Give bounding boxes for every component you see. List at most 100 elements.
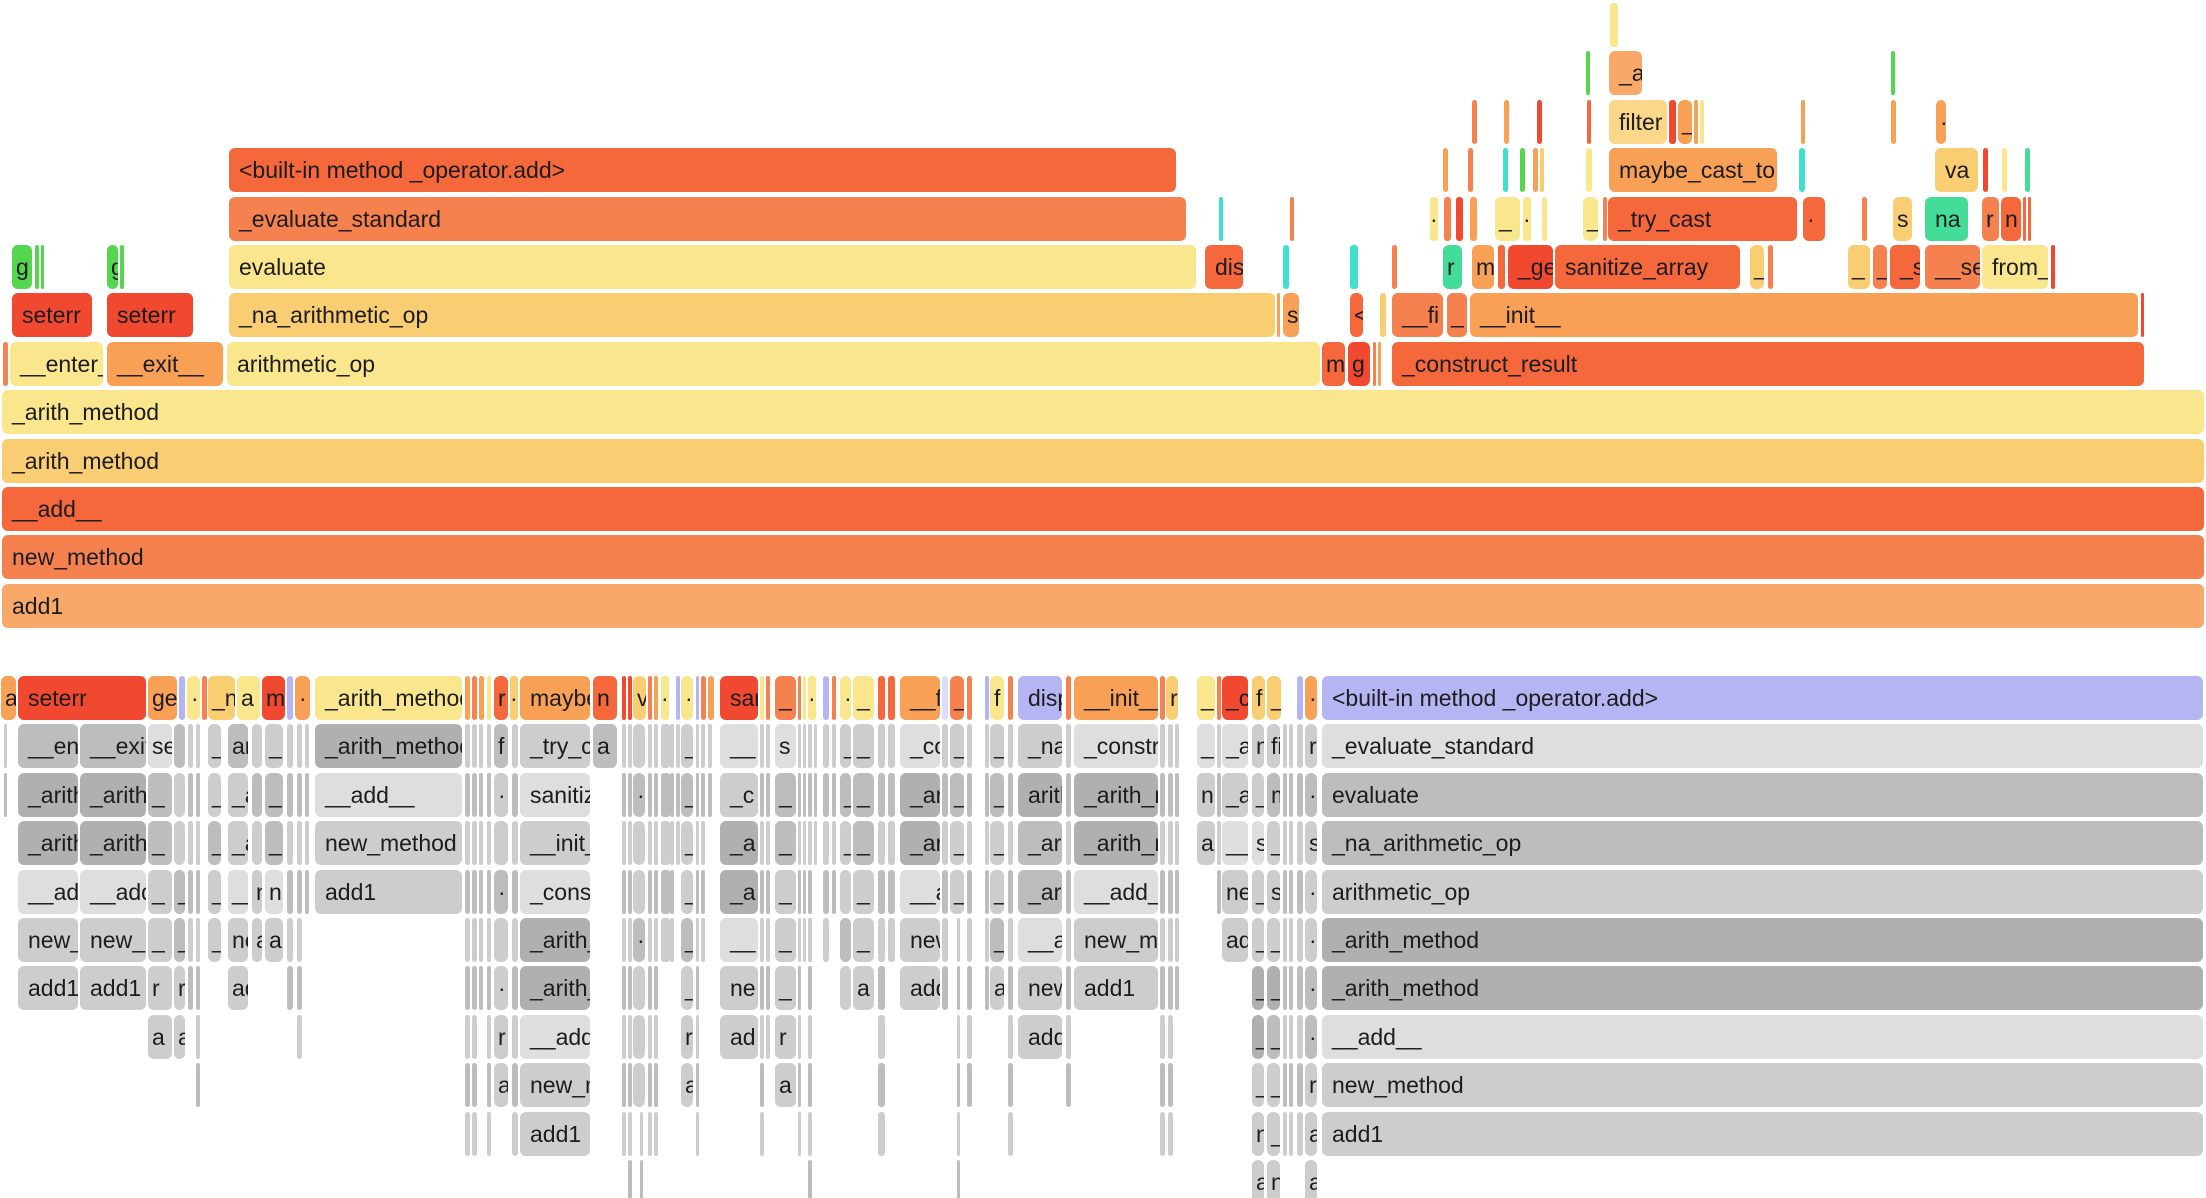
flame-frame[interactable] — [252, 724, 262, 769]
flame-frame[interactable]: _ — [990, 869, 1004, 914]
flame-frame[interactable] — [1456, 196, 1463, 241]
flame-frame[interactable]: _ — [990, 724, 1004, 769]
flame-frame[interactable] — [487, 1063, 491, 1108]
flame-frame[interactable] — [465, 869, 470, 914]
flame-frame[interactable] — [985, 966, 989, 1011]
flame-frame[interactable]: _ — [1583, 196, 1598, 241]
flame-frame[interactable] — [654, 1111, 658, 1156]
flame-frame[interactable] — [1283, 821, 1287, 866]
flame-frame[interactable] — [297, 869, 302, 914]
flame-frame[interactable] — [2051, 245, 2055, 289]
flame-frame[interactable] — [1443, 148, 1448, 193]
flame-frame[interactable] — [1520, 148, 1525, 193]
flame-frame[interactable]: · — [633, 772, 645, 817]
flame-frame[interactable]: _arith_method — [80, 821, 146, 866]
flame-frame[interactable] — [1175, 966, 1179, 1011]
flame-frame[interactable] — [472, 724, 477, 769]
flame-frame[interactable]: _ — [840, 724, 851, 769]
flame-frame[interactable] — [297, 724, 302, 769]
flame-frame[interactable]: __add__ — [1018, 918, 1062, 962]
flame-frame[interactable] — [1297, 966, 1303, 1011]
flame-frame[interactable] — [985, 724, 989, 769]
flame-frame[interactable] — [1283, 724, 1287, 769]
flame-frame[interactable]: _arith_method — [80, 772, 146, 817]
flame-frame[interactable]: seterr — [107, 293, 193, 338]
flame-frame[interactable] — [766, 1014, 770, 1059]
flame-frame[interactable] — [512, 966, 518, 1011]
flame-frame[interactable] — [1283, 245, 1289, 289]
flame-frame[interactable] — [487, 724, 491, 769]
flame-frame[interactable] — [823, 869, 829, 914]
flame-frame[interactable] — [479, 772, 483, 817]
flame-frame[interactable]: _a — [228, 821, 248, 866]
flame-frame[interactable] — [472, 676, 477, 720]
flame-frame[interactable]: g — [1348, 341, 1370, 386]
flame-frame[interactable] — [297, 821, 302, 866]
flame-frame[interactable] — [808, 821, 812, 866]
flame-frame[interactable]: _ — [950, 821, 964, 866]
flame-frame[interactable] — [287, 772, 293, 817]
flame-frame[interactable]: _ — [1267, 821, 1280, 866]
flame-frame[interactable]: _ — [990, 821, 1004, 866]
flame-frame[interactable]: · — [1305, 772, 1317, 817]
flame-frame[interactable] — [512, 821, 518, 866]
flame-frame[interactable] — [622, 1111, 626, 1156]
flame-frame[interactable] — [1168, 918, 1173, 962]
flame-frame[interactable]: r — [494, 1014, 508, 1059]
flame-frame[interactable] — [803, 772, 806, 817]
flame-frame[interactable]: new_method — [1074, 918, 1158, 962]
flame-frame[interactable] — [888, 676, 895, 720]
flame-frame[interactable]: a — [1305, 1111, 1317, 1156]
flame-frame[interactable] — [696, 1111, 699, 1156]
flame-frame[interactable]: sanitize_array — [1555, 245, 1740, 289]
flame-frame[interactable]: seterr — [18, 676, 146, 720]
flame-frame[interactable]: a — [775, 1063, 796, 1108]
flame-frame[interactable] — [760, 869, 764, 914]
flame-frame[interactable] — [967, 966, 972, 1011]
flame-frame[interactable] — [798, 918, 801, 962]
flame-frame[interactable] — [472, 966, 477, 1011]
flame-frame[interactable] — [297, 1014, 302, 1059]
flame-frame[interactable] — [1283, 918, 1287, 962]
flame-frame[interactable] — [832, 869, 836, 914]
flame-frame[interactable]: _arith_method — [900, 772, 940, 817]
flame-frame[interactable] — [622, 676, 626, 720]
flame-frame[interactable] — [840, 918, 851, 962]
flame-frame[interactable]: evaluate — [1322, 772, 2203, 817]
flame-frame[interactable]: · — [681, 676, 693, 720]
flame-frame[interactable] — [1066, 1063, 1071, 1108]
flame-frame[interactable] — [1168, 821, 1173, 866]
flame-frame[interactable] — [985, 821, 989, 866]
flame-frame[interactable]: va — [1935, 148, 1978, 193]
flame-frame[interactable] — [1799, 148, 1805, 193]
flame-frame[interactable] — [670, 918, 674, 962]
flame-frame[interactable] — [696, 869, 699, 914]
flame-frame[interactable]: _arith_method — [1322, 918, 2203, 962]
flame-frame[interactable]: _ — [775, 869, 796, 914]
flame-frame[interactable] — [1008, 1014, 1013, 1059]
flame-frame[interactable] — [798, 821, 801, 866]
flame-frame[interactable] — [188, 869, 193, 914]
flame-frame[interactable] — [803, 869, 806, 914]
flame-frame[interactable] — [628, 918, 632, 962]
flame-frame[interactable]: _ — [950, 676, 964, 720]
flame-frame[interactable]: _evaluate_standard — [229, 196, 1186, 241]
flame-frame[interactable] — [1297, 676, 1303, 720]
flame-frame[interactable]: _ — [1267, 918, 1280, 962]
flame-frame[interactable] — [957, 966, 960, 1011]
flame-frame[interactable]: __fi — [900, 676, 940, 720]
flame-frame[interactable] — [766, 821, 770, 866]
flame-frame[interactable] — [648, 724, 652, 769]
flame-frame[interactable]: add1 — [315, 869, 462, 914]
flame-frame[interactable] — [648, 1111, 652, 1156]
flame-frame[interactable]: a — [252, 918, 262, 962]
flame-frame[interactable]: _ — [1267, 966, 1280, 1011]
flame-frame[interactable]: m — [1322, 341, 1345, 386]
flame-frame[interactable] — [808, 869, 812, 914]
flame-frame[interactable]: add1 — [1018, 1014, 1062, 1059]
flame-frame[interactable] — [878, 1014, 885, 1059]
flame-frame[interactable]: new_method — [315, 821, 462, 866]
flame-frame[interactable] — [465, 966, 470, 1011]
flame-frame[interactable]: r — [775, 1014, 796, 1059]
